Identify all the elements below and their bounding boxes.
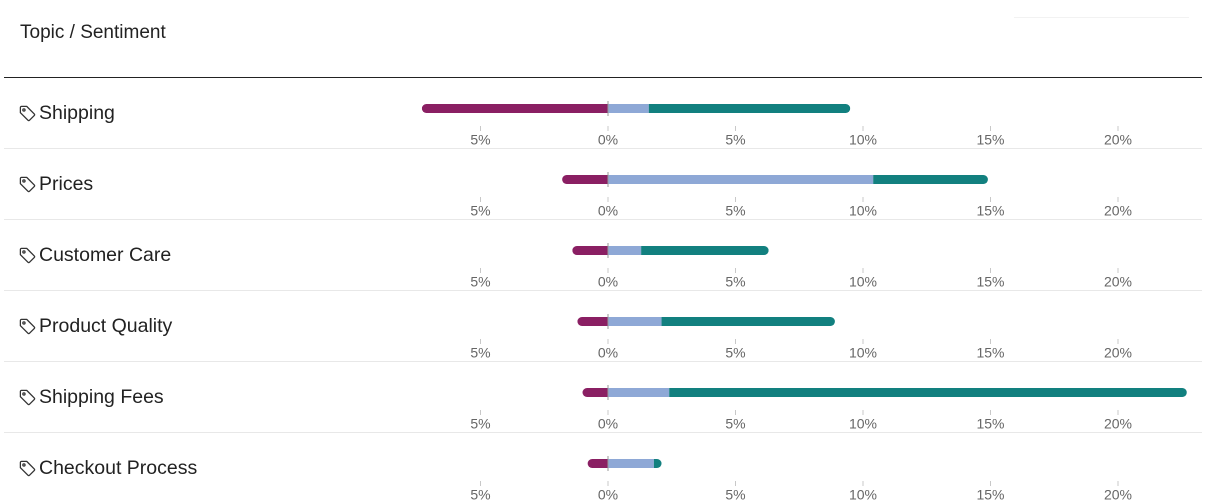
axis-tick-label: 10% — [849, 131, 877, 147]
neutral-bar — [608, 317, 662, 326]
axis-tick-label: 0% — [598, 344, 618, 360]
topic-label: Prices — [18, 173, 93, 196]
topic-rows: Shipping 5% 0% 5% 10% 15% 20% Prices 5% 0% 5% 10% 15… — [4, 78, 1202, 503]
tag-icon — [18, 104, 37, 123]
axis-tick-label: 10% — [849, 202, 877, 218]
neutral-bar — [608, 104, 649, 113]
axis-tick-label: 5% — [725, 415, 745, 431]
tag-icon — [18, 459, 37, 478]
axis-tick-label: 5% — [470, 202, 490, 218]
positive-bar — [648, 104, 851, 113]
axis-tick-label: 0% — [598, 486, 618, 502]
axis-tick-label: 15% — [976, 344, 1004, 360]
neutral-bar — [608, 459, 654, 468]
axis-tick-label: 5% — [725, 131, 745, 147]
tag-icon — [18, 317, 37, 336]
axis-tick-label: 20% — [1104, 273, 1132, 289]
axis-tick-label: 5% — [470, 273, 490, 289]
axis-tick-label: 5% — [725, 344, 745, 360]
axis-tick-label: 5% — [725, 202, 745, 218]
axis-tick-label: 5% — [470, 131, 490, 147]
tag-icon — [18, 175, 37, 194]
axis-tick-label: 20% — [1104, 486, 1132, 502]
tag-icon — [18, 246, 37, 265]
positive-bar — [653, 459, 662, 468]
neutral-bar — [608, 388, 670, 397]
axis-tick-label: 15% — [976, 131, 1004, 147]
axis-tick-label: 10% — [849, 415, 877, 431]
positive-bar — [873, 175, 988, 184]
axis-tick-label: 0% — [598, 415, 618, 431]
axis-tick-label: 20% — [1104, 344, 1132, 360]
topic-name: Prices — [39, 173, 94, 195]
axis-tick-label: 20% — [1104, 131, 1132, 147]
positive-bar — [661, 317, 835, 326]
axis-tick-label: 15% — [976, 415, 1004, 431]
tag-icon — [18, 388, 37, 407]
header-divider — [1014, 17, 1189, 18]
neutral-bar — [608, 246, 642, 255]
positive-bar — [669, 388, 1187, 397]
topic-name: Product Quality — [39, 315, 173, 337]
topic-row-checkout-process: Checkout Process 5% 0% 5% 10% 15% 20% — [4, 433, 1202, 503]
topic-row-product-quality: Product Quality 5% 0% 5% 10% 15% 20% — [4, 291, 1202, 362]
axis-tick-label: 5% — [470, 344, 490, 360]
topic-row-customer-care: Customer Care 5% 0% 5% 10% 15% 20% — [4, 220, 1202, 291]
negative-bar — [587, 459, 608, 468]
sentiment-bar-chart: 5% 0% 5% 10% 15% 20% — [470, 314, 1132, 360]
topic-row-prices: Prices 5% 0% 5% 10% 15% 20% — [4, 149, 1202, 220]
sentiment-bar-chart: 5% 0% 5% 10% 15% 20% — [470, 243, 1132, 289]
axis-tick-label: 20% — [1104, 415, 1132, 431]
axis-tick-label: 10% — [849, 486, 877, 502]
topic-row-shipping-fees: Shipping Fees 5% 0% 5% 10% 15% 20% — [4, 362, 1202, 433]
topic-name: Customer Care — [39, 244, 172, 266]
axis-tick-label: 0% — [598, 131, 618, 147]
axis-tick-label: 0% — [598, 202, 618, 218]
axis-tick-label: 10% — [849, 273, 877, 289]
positive-bar — [641, 246, 769, 255]
axis-tick-label: 10% — [849, 344, 877, 360]
topic-row-shipping: Shipping 5% 0% 5% 10% 15% 20% — [4, 78, 1202, 149]
axis-tick-label: 5% — [470, 486, 490, 502]
negative-bar — [577, 317, 608, 326]
axis-tick-label: 0% — [598, 273, 618, 289]
axis-tick-label: 15% — [976, 273, 1004, 289]
table-header: Topic / Sentiment — [4, 0, 1202, 78]
axis-tick-label: 20% — [1104, 202, 1132, 218]
axis-tick-label: 5% — [725, 486, 745, 502]
topic-label: Checkout Process — [18, 457, 197, 480]
negative-bar — [582, 388, 608, 397]
topic-name: Shipping — [39, 102, 115, 124]
axis-tick-label: 5% — [470, 415, 490, 431]
axis-tick-label: 15% — [976, 202, 1004, 218]
topic-name: Shipping Fees — [39, 386, 164, 408]
neutral-bar — [608, 175, 874, 184]
axis-tick-label: 5% — [725, 273, 745, 289]
sentiment-bar-chart: 5% 0% 5% 10% 15% 20% — [470, 456, 1132, 502]
topic-label: Product Quality — [18, 315, 172, 338]
axis-tick-label: 15% — [976, 486, 1004, 502]
sentiment-bar-chart: 5% 0% 5% 10% 15% 20% — [421, 101, 1132, 147]
topic-label: Shipping Fees — [18, 386, 164, 409]
sentiment-bar-chart: 5% 0% 5% 10% 15% 20% — [470, 172, 1132, 218]
topic-label: Shipping — [18, 102, 115, 125]
negative-bar — [562, 175, 608, 184]
topic-name: Checkout Process — [39, 457, 198, 479]
negative-bar — [572, 246, 608, 255]
sentiment-bar-chart: 5% 0% 5% 10% 15% 20% — [470, 385, 1187, 431]
column-header-topic-sentiment: Topic / Sentiment — [20, 22, 166, 43]
negative-bar — [421, 104, 608, 113]
topic-label: Customer Care — [18, 244, 171, 267]
